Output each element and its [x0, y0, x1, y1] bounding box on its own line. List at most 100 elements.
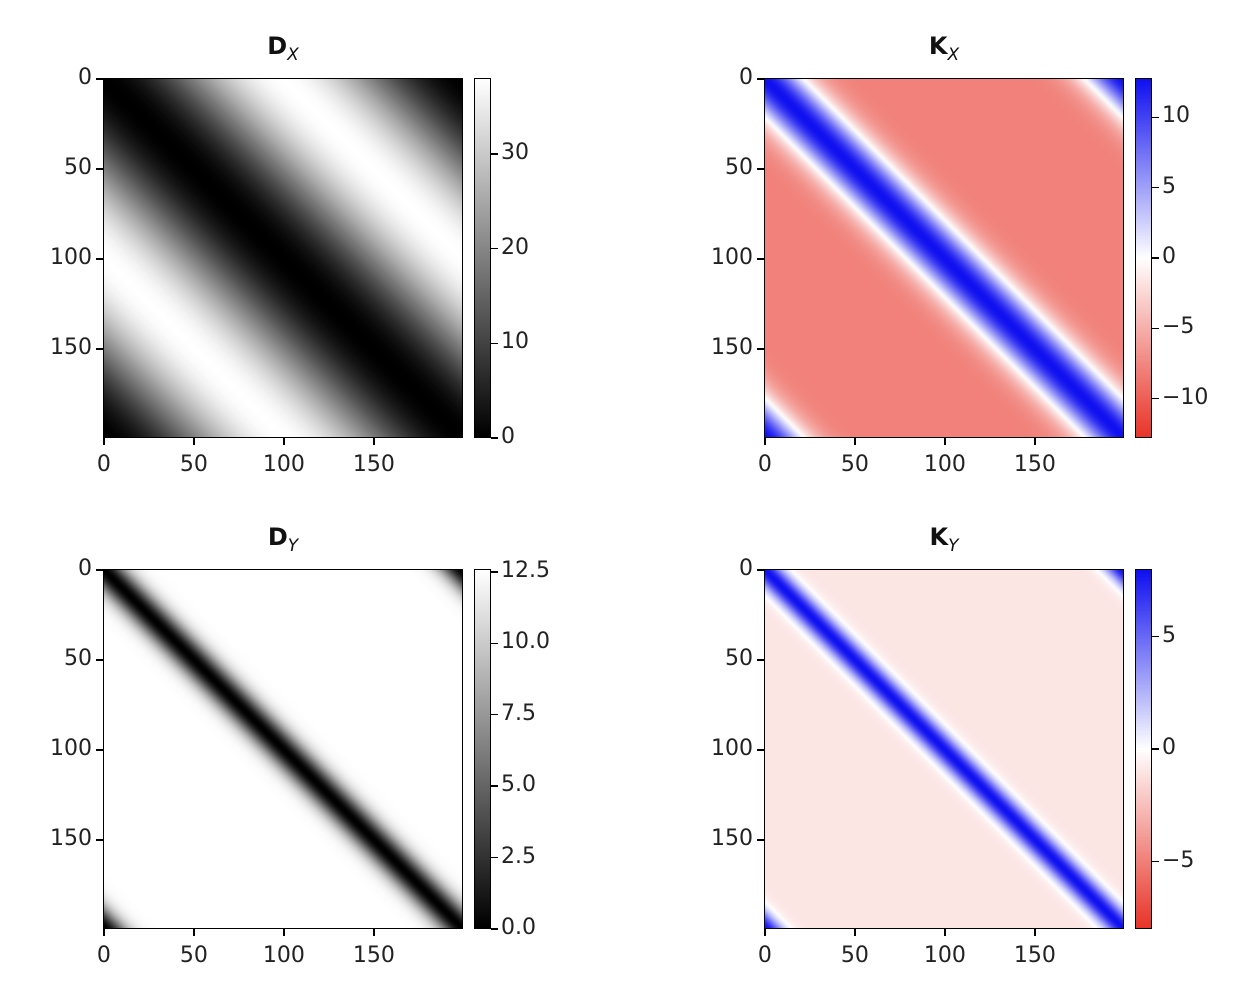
- colorbar-tick-mark: [1152, 116, 1159, 119]
- colorbar-tick-label: 10.0: [501, 629, 550, 655]
- y-tick-mark: [757, 839, 764, 841]
- colorbar-tick-mark: [491, 785, 498, 787]
- y-tick-mark: [96, 659, 103, 661]
- panel-title: DY: [268, 523, 298, 556]
- y-tick-label: 0: [739, 555, 753, 581]
- colorbar-tick-mark: [491, 642, 498, 645]
- colorbar-tick-label: 5: [1162, 622, 1176, 648]
- x-tick-label: 100: [923, 452, 966, 477]
- x-tick-mark: [764, 929, 766, 936]
- x-tick-mark: [103, 929, 105, 936]
- x-tick-mark: [283, 438, 285, 445]
- x-tick-label: 150: [352, 943, 395, 968]
- x-tick-mark: [373, 438, 375, 445]
- title-main: D: [267, 32, 288, 60]
- colorbar-2: [474, 569, 491, 929]
- colorbar-tick-mark: [1152, 397, 1159, 400]
- colorbar-tick-label: 10: [1162, 103, 1190, 129]
- colorbar-tick-label: −5: [1162, 847, 1195, 873]
- panel-title: KY: [930, 523, 959, 556]
- y-tick-mark: [757, 168, 764, 170]
- colorbar-tick-label: 0.0: [501, 915, 536, 940]
- colorbar-tick-label: 7.5: [501, 700, 536, 726]
- y-tick-label: 150: [711, 334, 753, 360]
- y-tick-label: 150: [711, 825, 753, 851]
- x-tick-label: 100: [923, 943, 966, 968]
- x-tick-label: 50: [840, 943, 869, 968]
- x-tick-label: 0: [96, 452, 111, 477]
- panel-title: DX: [267, 32, 299, 65]
- y-tick-mark: [96, 258, 103, 260]
- colorbar-tick-mark: [1152, 635, 1159, 638]
- y-tick-mark: [757, 659, 764, 661]
- colorbar-tick-mark: [1152, 860, 1159, 863]
- title-subscript: X: [287, 44, 299, 65]
- x-tick-label: 0: [757, 943, 772, 968]
- y-tick-label: 150: [50, 825, 92, 851]
- colorbar-tick-mark: [491, 437, 498, 439]
- y-tick-label: 100: [711, 735, 753, 761]
- y-tick-label: 50: [725, 154, 753, 180]
- x-tick-mark: [373, 929, 375, 936]
- heatmap-1: [764, 78, 1124, 438]
- y-tick-label: 100: [50, 244, 92, 270]
- colorbar-tick-mark: [1152, 186, 1159, 189]
- y-tick-label: 0: [78, 64, 92, 90]
- heatmap-0: [103, 78, 463, 438]
- x-tick-label: 150: [1013, 452, 1056, 477]
- title-subscript: Y: [948, 535, 959, 556]
- x-tick-mark: [944, 929, 946, 936]
- colorbar-tick-label: 0: [1162, 735, 1176, 760]
- colorbar-tick-label: −10: [1162, 384, 1209, 410]
- x-tick-label: 100: [262, 943, 305, 968]
- y-tick-mark: [96, 749, 103, 751]
- title-main: K: [928, 32, 948, 60]
- x-tick-mark: [283, 929, 285, 936]
- x-tick-mark: [103, 438, 105, 445]
- colorbar-tick-label: 20: [501, 234, 529, 260]
- y-tick-mark: [96, 78, 103, 80]
- colorbar-tick-mark: [491, 153, 498, 155]
- y-tick-mark: [757, 569, 764, 571]
- y-tick-label: 150: [50, 334, 92, 360]
- colorbar-tick-mark: [491, 856, 498, 859]
- colorbar-tick-label: 10: [501, 329, 529, 355]
- colorbar-tick-mark: [1152, 327, 1159, 330]
- colorbar-1: [1135, 78, 1152, 438]
- colorbar-tick-label: 0: [1162, 244, 1176, 269]
- heatmap-2: [103, 569, 463, 929]
- x-tick-mark: [854, 929, 856, 936]
- x-tick-mark: [193, 438, 195, 445]
- y-tick-mark: [757, 78, 764, 80]
- colorbar-tick-label: 5.0: [501, 772, 536, 798]
- y-tick-label: 0: [739, 64, 753, 90]
- y-tick-label: 100: [50, 735, 92, 761]
- title-subscript: Y: [287, 535, 299, 556]
- colorbar-tick-label: −5: [1162, 314, 1195, 340]
- x-tick-mark: [764, 438, 766, 445]
- colorbar-tick-mark: [491, 928, 498, 930]
- colorbar-tick-label: 2.5: [501, 843, 536, 869]
- x-tick-mark: [1034, 929, 1036, 936]
- y-tick-mark: [757, 749, 764, 751]
- colorbar-tick-label: 12.5: [501, 557, 550, 583]
- y-tick-mark: [757, 258, 764, 260]
- colorbar-tick-mark: [1152, 257, 1159, 259]
- colorbar-0: [474, 78, 491, 438]
- x-tick-label: 50: [179, 452, 208, 477]
- colorbar-tick-label: 30: [501, 139, 529, 165]
- y-tick-mark: [96, 168, 103, 170]
- x-tick-label: 0: [757, 452, 772, 477]
- x-tick-mark: [944, 438, 946, 445]
- x-tick-label: 0: [96, 943, 111, 968]
- y-tick-mark: [757, 348, 764, 350]
- colorbar-tick-mark: [491, 247, 498, 250]
- title-main: K: [929, 523, 949, 551]
- y-tick-mark: [96, 348, 103, 350]
- colorbar-3: [1135, 569, 1152, 929]
- x-tick-mark: [1034, 438, 1036, 445]
- colorbar-tick-mark: [491, 713, 498, 716]
- colorbar-tick-mark: [491, 342, 498, 344]
- heatmap-3: [764, 569, 1124, 929]
